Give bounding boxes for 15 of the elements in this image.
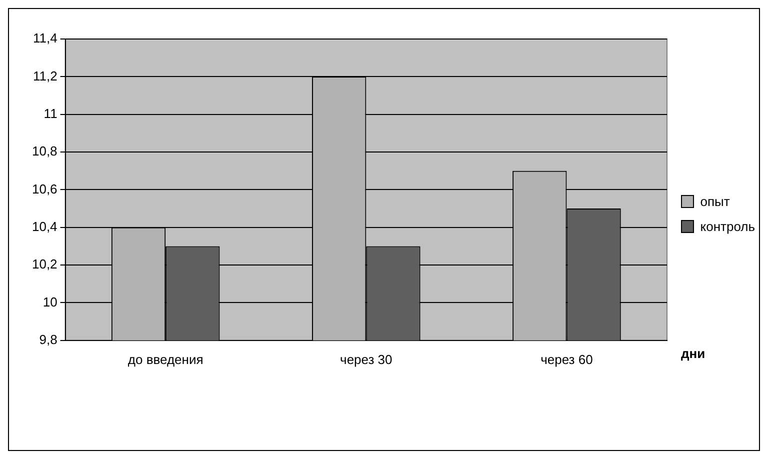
x-tick-label: через 30 <box>340 352 392 367</box>
y-tick-label: 11 <box>44 106 58 121</box>
y-tick-label: 10,4 <box>32 218 58 234</box>
y-tick-label: 11,4 <box>32 30 58 46</box>
x-axis-title: дни <box>681 346 706 361</box>
x-tick-label: до введения <box>128 352 204 367</box>
y-tick-label: 10,8 <box>32 144 58 159</box>
x-tick-label: через 60 <box>540 352 593 367</box>
y-tick-label: 10,6 <box>32 181 58 196</box>
y-tick-label: 10 <box>42 294 58 310</box>
y-tick-label: 10,2 <box>32 256 58 272</box>
text: опыт <box>700 193 730 211</box>
y-tick-label: 11,2 <box>32 68 58 84</box>
legend-label: контроль <box>700 218 755 236</box>
y-tick-label: 9,8 <box>39 332 58 347</box>
